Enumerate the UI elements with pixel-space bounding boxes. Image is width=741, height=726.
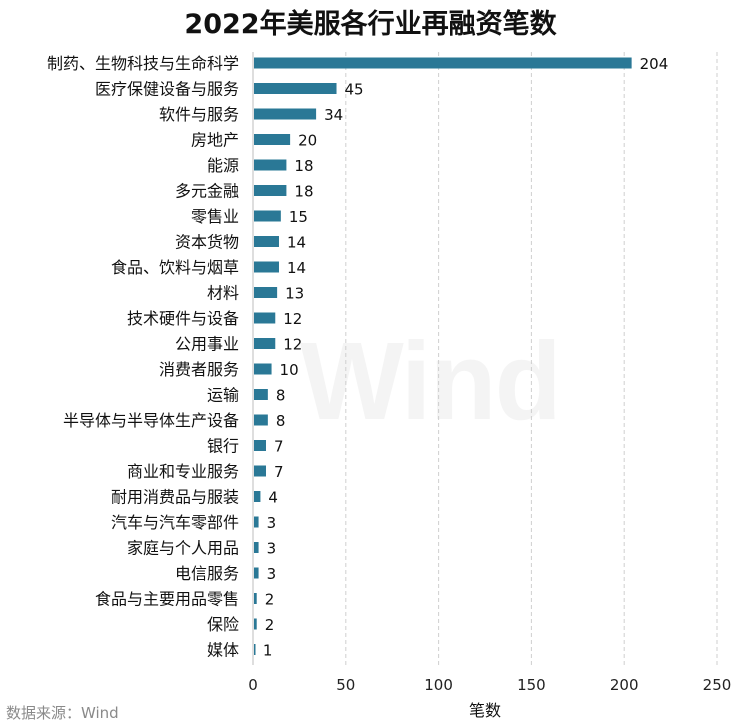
value-label: 13 [285, 285, 304, 303]
category-label: 运输 [207, 386, 239, 405]
bar [254, 567, 259, 579]
chart-title: 2022年美服各行业再融资笔数 [184, 9, 557, 40]
category-label: 汽车与汽车零部件 [111, 513, 239, 532]
value-label: 8 [276, 387, 286, 405]
category-label: 多元金融 [175, 182, 239, 201]
bar [254, 440, 266, 451]
bar [254, 618, 257, 630]
value-label: 3 [267, 565, 277, 583]
value-label: 20 [298, 132, 317, 150]
bar [254, 491, 261, 502]
value-label: 12 [283, 310, 302, 328]
value-label: 15 [289, 208, 308, 226]
x-tick-label: 0 [248, 676, 258, 694]
category-label: 银行 [207, 437, 239, 456]
bar [254, 108, 317, 120]
category-label: 半导体与半导体生产设备 [63, 411, 239, 430]
value-label: 14 [287, 259, 306, 277]
bar [254, 159, 287, 171]
category-label: 制药、生物科技与生命科学 [47, 54, 239, 73]
x-tick-label: 100 [424, 676, 453, 694]
bar [254, 644, 256, 655]
value-label: 3 [267, 540, 277, 558]
category-label: 商业和专业服务 [127, 462, 239, 481]
bar [254, 185, 287, 196]
bar [254, 516, 259, 528]
x-tick-label: 150 [517, 676, 546, 694]
value-label: 3 [267, 514, 277, 532]
watermark: Wind [300, 318, 562, 445]
category-label: 软件与服务 [159, 105, 239, 124]
bar [254, 57, 632, 69]
x-tick-label: 200 [610, 676, 639, 694]
bar [254, 236, 279, 247]
category-label: 食品与主要用品零售 [95, 590, 239, 609]
category-label: 零售业 [191, 207, 239, 226]
value-label: 2 [265, 616, 275, 634]
value-label: 7 [274, 438, 284, 456]
value-label: 34 [324, 106, 343, 124]
bar [254, 261, 279, 273]
bar [254, 83, 337, 94]
bar [254, 312, 276, 324]
bar [254, 134, 291, 145]
value-label: 2 [265, 591, 275, 609]
bar [254, 593, 257, 604]
category-label: 电信服务 [175, 564, 239, 583]
value-label: 10 [280, 361, 299, 379]
bar [254, 363, 272, 375]
value-label: 7 [274, 463, 284, 481]
bar [254, 414, 268, 426]
value-label: 18 [294, 183, 313, 201]
value-label: 14 [287, 234, 306, 252]
category-label: 消费者服务 [159, 360, 239, 379]
source-note: 数据来源：Wind [6, 704, 119, 722]
value-label: 12 [283, 336, 302, 354]
value-label: 45 [345, 81, 364, 99]
category-label: 医疗保健设备与服务 [95, 80, 239, 99]
category-label: 材料 [207, 284, 239, 303]
category-label: 媒体 [207, 641, 239, 660]
bar [254, 389, 268, 400]
category-label: 技术硬件与设备 [127, 309, 239, 328]
value-label: 8 [276, 412, 286, 430]
bar [254, 542, 259, 553]
category-label: 公用事业 [175, 335, 239, 354]
bar [254, 465, 266, 477]
x-axis-title: 笔数 [469, 701, 501, 720]
category-label: 房地产 [191, 131, 239, 150]
category-label: 食品、饮料与烟草 [111, 258, 239, 277]
value-label: 4 [268, 489, 278, 507]
bar [254, 287, 278, 298]
category-label: 资本货物 [175, 233, 239, 252]
bar [254, 210, 281, 222]
value-label: 1 [263, 642, 273, 660]
category-label: 能源 [207, 156, 239, 175]
bar [254, 338, 276, 349]
category-label: 家庭与个人用品 [127, 539, 239, 558]
value-label: 204 [640, 55, 669, 73]
x-tick-label: 250 [703, 676, 732, 694]
category-label: 保险 [207, 615, 239, 634]
x-tick-label: 50 [336, 676, 355, 694]
value-label: 18 [294, 157, 313, 175]
category-label: 耐用消费品与服装 [111, 488, 239, 507]
